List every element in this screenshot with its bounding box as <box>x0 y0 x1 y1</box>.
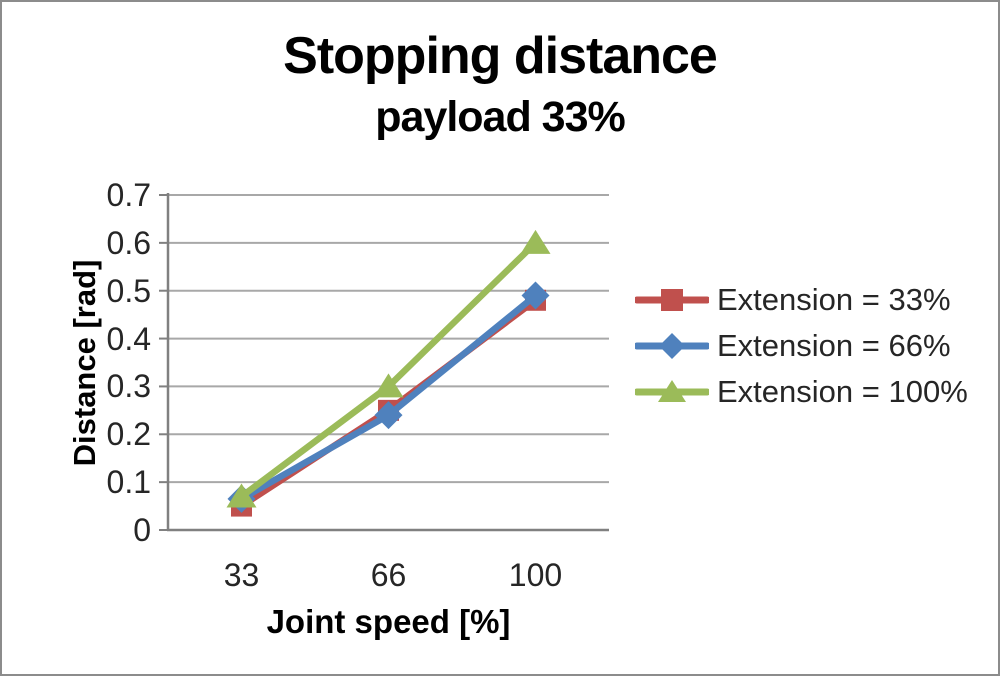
data-point-diamond <box>521 281 550 310</box>
legend-triangle-marker-icon <box>658 380 686 402</box>
x-tick-label: 66 <box>370 557 407 593</box>
x-axis-title: Joint speed [%] <box>266 603 511 640</box>
legend-label: Extension = 33% <box>717 282 951 317</box>
y-tick-label: 0.5 <box>106 272 151 309</box>
y-tick-label: 0.6 <box>106 224 151 261</box>
y-tick-label: 0.2 <box>106 416 151 453</box>
legend-triangle-swatch <box>635 380 709 402</box>
data-point-diamond <box>374 401 403 430</box>
x-tick-label: 100 <box>508 557 563 593</box>
y-tick-label: 0.1 <box>106 464 151 501</box>
legend-diamond-swatch <box>635 333 709 359</box>
legend-label: Extension = 100% <box>717 374 968 409</box>
x-tick-label: 33 <box>223 557 260 593</box>
legend-item: Extension = 66% <box>635 326 951 366</box>
legend-square-swatch <box>635 289 709 311</box>
data-point-triangle <box>226 483 257 508</box>
data-point-triangle <box>373 373 404 398</box>
legend-item: Extension = 100% <box>635 372 968 412</box>
legend-square-marker-icon <box>661 289 683 311</box>
chart-subtitle: payload 33% <box>375 93 626 141</box>
y-tick-label: 0 <box>133 512 151 548</box>
legend-diamond-marker-icon <box>659 333 685 359</box>
chart-title: Stopping distance <box>283 27 718 85</box>
y-tick-label: 0.4 <box>106 320 151 357</box>
series-line-triangle <box>238 239 539 500</box>
data-point-triangle <box>520 229 551 254</box>
y-tick-label: 0.3 <box>106 368 151 405</box>
y-tick-label: 0.7 <box>106 177 151 213</box>
legend-label: Extension = 66% <box>717 328 951 363</box>
legend-item: Extension = 33% <box>635 280 951 320</box>
